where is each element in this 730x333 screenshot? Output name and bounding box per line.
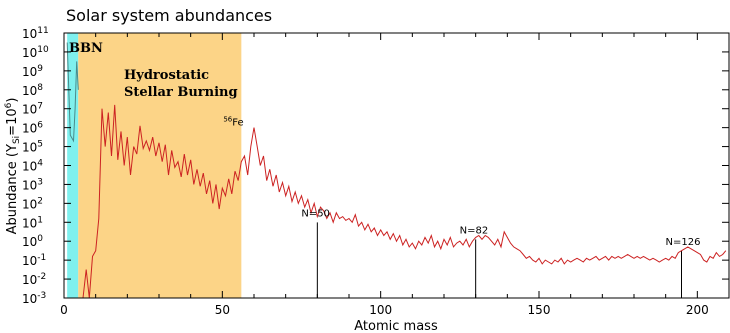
region-label-hydrostatic-1: Stellar Burning — [124, 85, 238, 100]
y-tick-label-14: 1011 — [22, 26, 49, 41]
region-band-0 — [67, 33, 79, 298]
nucleosynthesis-regions — [67, 33, 242, 298]
y-tick-label-13: 1010 — [22, 45, 49, 60]
y-tick-label-11: 108 — [22, 83, 43, 98]
y-tick-label-4: 101 — [22, 215, 43, 230]
y-tick-label-9: 106 — [22, 121, 43, 136]
region-label-hydrostatic-0: Hydrostatic — [124, 68, 209, 83]
y-axis-label: Abundance (YSi=106) — [4, 98, 22, 235]
abundance-series — [82, 104, 727, 299]
y-tick-label-10: 107 — [22, 102, 43, 117]
y-tick-label-6: 103 — [22, 177, 43, 192]
y-tick-label-5: 102 — [22, 196, 43, 211]
y-tick-label-1: 10-2 — [22, 272, 46, 287]
x-tick-label-0: 0 — [60, 303, 68, 317]
x-axis-label: Atomic mass — [354, 319, 438, 333]
y-tick-label-7: 104 — [22, 159, 43, 174]
axes: 0 50 100 150 200 10-3 10-2 10-1 100 101 102 103 104 1… — [22, 26, 729, 317]
region-band-1 — [78, 33, 242, 298]
x-tick-label-2: 100 — [369, 303, 392, 317]
x-tick-label-3: 150 — [528, 303, 551, 317]
y-tick-label-12: 109 — [22, 64, 43, 79]
y-tick-label-8: 105 — [22, 140, 43, 155]
y-tick-label-3: 100 — [22, 234, 43, 249]
x-tick-label-1: 50 — [215, 303, 230, 317]
annotation-n50: N=50 — [301, 208, 330, 219]
y-tick-label-0: 10-3 — [22, 291, 46, 306]
annotation-fe56: 56Fe — [223, 116, 243, 129]
chart-title: Solar system abundances — [66, 6, 272, 25]
region-label-bbn: BBN — [69, 41, 103, 56]
annotations: BBN Hydrostatic Stellar Burning 56Fe N=50 N=8… — [69, 41, 700, 248]
bbn-line — [66, 42, 79, 143]
magic-number-lines — [316, 222, 682, 298]
y-tick-label-2: 10-1 — [22, 253, 46, 268]
bbn-series — [66, 42, 79, 143]
annotation-n82: N=82 — [460, 225, 489, 236]
annotation-n126: N=126 — [666, 237, 701, 248]
x-tick-label-4: 200 — [686, 303, 709, 317]
series-line-0 — [82, 104, 727, 299]
